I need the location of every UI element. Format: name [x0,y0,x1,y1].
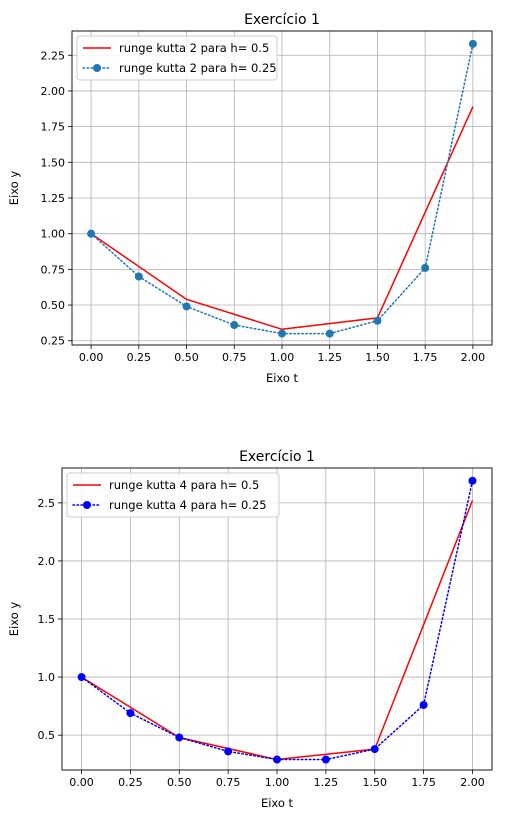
legend-label: runge kutta 2 para h= 0.25 [119,61,277,75]
data-point [278,329,286,338]
data-point [421,263,430,272]
data-point [370,745,379,754]
x-tick-label: 1.50 [362,776,387,789]
y-tick-label: 0.50 [41,299,66,312]
x-tick-label: 0.75 [216,776,241,789]
series-line [90,106,474,331]
y-tick-label: 1.5 [38,613,56,626]
series-1 [90,106,474,331]
legend-swatch-marker [83,501,91,509]
data-point [224,747,233,756]
x-tick-label: 0.75 [222,351,247,364]
y-tick-label: 1.50 [41,156,66,169]
x-tick-label: 0.25 [118,776,143,789]
data-point [87,229,96,238]
x-tick-label: 2.00 [460,776,485,789]
x-tick-label: 0.50 [167,776,192,789]
y-tick-label: 1.0 [38,671,56,684]
data-point [325,329,334,338]
legend-swatch-marker [93,64,101,72]
x-tick-label: 0.50 [174,351,199,364]
x-tick-label: 1.50 [365,351,390,364]
chart-title: Exercício 1 [239,449,315,465]
data-point [273,755,281,764]
y-axis-label: Eixo y [7,171,21,206]
axes-frame [61,467,493,771]
data-point [373,316,382,325]
legend: runge kutta 2 para h= 0.5 runge kutta 2 p… [76,35,278,81]
x-axis-label: Eixo t [261,796,294,810]
y-tick-label: 1.25 [41,192,66,205]
data-point [230,321,239,330]
y-tick-label: 0.25 [41,335,66,348]
chart-title: Exercício 1 [244,12,320,28]
legend-box [66,472,280,518]
data-point [321,755,330,764]
y-axis-label: Eixo y [7,602,21,637]
x-tick-label: 1.25 [314,776,339,789]
x-tick-label: 1.00 [265,776,290,789]
x-tick-label: 0.00 [69,776,94,789]
y-tick-label: 0.5 [38,729,56,742]
data-point [468,476,477,485]
y-tick-label: 1.75 [41,121,66,134]
x-tick-label: 0.00 [79,351,104,364]
legend-label: runge kutta 4 para h= 0.25 [109,498,267,512]
y-tick-label: 2.00 [41,85,66,98]
axes-frame [71,30,493,346]
data-point [126,709,135,718]
y-tick-label: 0.75 [41,263,66,276]
series-2 [87,39,477,338]
legend-label: runge kutta 4 para h= 0.5 [109,478,259,492]
legend-label: runge kutta 2 para h= 0.5 [119,41,269,55]
data-point [182,302,191,311]
x-tick-label: 1.75 [411,776,436,789]
x-axis-label: Eixo t [266,371,299,385]
chart-1: Exercício 1 0.00 0.25 0.50 0.75 1.00 1.25 1.50 1… [7,12,493,385]
y-tick-label: 1.00 [41,228,66,241]
y-tick-label: 2.5 [38,497,56,510]
legend: runge kutta 4 para h= 0.5 runge kutta 4 p… [66,472,280,518]
legend-box [76,35,278,81]
data-point [77,673,86,682]
data-point [419,700,428,709]
y-tick-label: 2.25 [41,49,66,62]
data-point [175,733,184,742]
y-tick-label: 2.0 [38,555,56,568]
x-tick-label: 1.25 [317,351,342,364]
chart-2: Exercício 1 0.00 0.25 0.50 0.75 1.00 1.25 1.50 1… [7,449,493,810]
data-point [468,39,477,48]
x-tick-label: 0.25 [127,351,152,364]
series-2 [77,476,477,764]
data-point [134,272,143,281]
x-tick-label: 1.00 [270,351,295,364]
x-tick-label: 2.00 [461,351,486,364]
x-tick-label: 1.75 [413,351,438,364]
